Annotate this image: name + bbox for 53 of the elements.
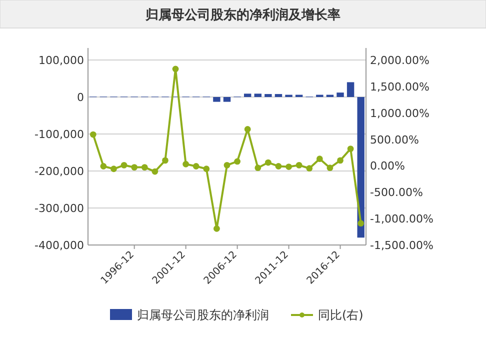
point: [264, 159, 272, 166]
point: [347, 146, 354, 152]
point: [234, 158, 240, 165]
point: [286, 164, 292, 170]
legend-label: 同比(右): [318, 308, 364, 322]
point: [90, 131, 96, 138]
y2-tick-label: 1,500.00%: [370, 80, 430, 94]
point: [306, 165, 313, 172]
point: [172, 66, 179, 72]
point: [244, 126, 251, 132]
y2-tick-label: 500.00%: [370, 133, 419, 146]
point: [296, 162, 302, 168]
point: [203, 166, 210, 172]
point: [192, 163, 200, 170]
y2-tick-label: 2,000.00%: [370, 54, 430, 67]
point: [326, 164, 334, 172]
bar: [264, 94, 272, 97]
y-tick-label: 100,000: [38, 54, 84, 67]
y-tick-label: 0: [77, 91, 84, 104]
bar: [244, 94, 252, 97]
point: [316, 156, 323, 162]
bar: [357, 97, 364, 238]
y2-tick-label: -1,500.00%: [370, 239, 434, 252]
point: [152, 168, 158, 175]
y2-tick-label: -500.00%: [370, 186, 423, 200]
bar: [223, 97, 231, 102]
bar: [346, 82, 354, 97]
y-tick-label: -400,000: [34, 239, 84, 252]
y2-tick-label: 0.00%: [370, 160, 405, 173]
y-tick-label: -100,000: [34, 128, 84, 141]
point: [100, 163, 107, 170]
point: [141, 164, 148, 170]
bar: [254, 94, 262, 97]
chart-title: 归属母公司股东的净利润及增长率: [144, 7, 340, 23]
legend-label: 归属母公司股东的净利润: [137, 308, 269, 322]
bar: [274, 94, 282, 97]
point: [254, 164, 262, 172]
point: [182, 160, 190, 168]
point: [131, 164, 138, 170]
point: [224, 162, 230, 168]
bar: [336, 92, 344, 97]
y-tick-label: -200,000: [34, 165, 84, 178]
y-tick-label: -300,000: [34, 202, 84, 215]
point: [275, 163, 282, 170]
point: [214, 225, 220, 232]
bar: [213, 97, 220, 102]
point: [120, 162, 128, 168]
y2-tick-label: -1,000.00%: [370, 212, 434, 226]
point: [337, 157, 344, 164]
y2-tick-label: 1,000.00%: [370, 106, 430, 120]
point: [358, 220, 364, 227]
point: [110, 166, 117, 172]
point: [162, 157, 168, 164]
